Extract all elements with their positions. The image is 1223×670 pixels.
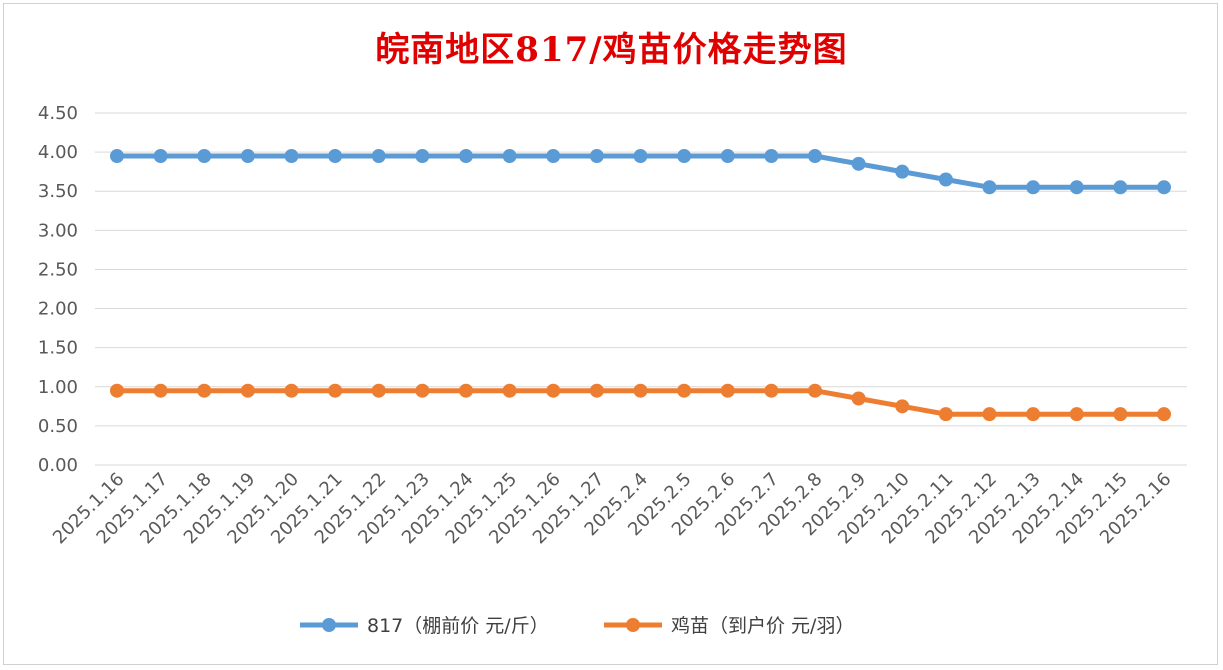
data-point (851, 391, 866, 406)
data-point (677, 383, 692, 398)
data-point (153, 149, 168, 164)
data-point (808, 383, 822, 398)
data-point (153, 383, 168, 398)
legend-label: 鸡苗（到户价 元/羽） (671, 615, 854, 637)
data-point (982, 180, 997, 195)
data-point (895, 164, 910, 179)
data-point (240, 149, 255, 164)
data-point (1113, 180, 1128, 195)
data-point (371, 383, 386, 398)
data-point (1113, 407, 1128, 422)
y-tick-label: 3.00 (38, 220, 78, 241)
data-point (982, 407, 997, 422)
data-point (938, 172, 953, 187)
data-point (633, 149, 648, 164)
data-point (589, 149, 604, 164)
data-point (197, 383, 212, 398)
y-tick-label: 0.50 (38, 416, 78, 437)
data-point (1069, 407, 1084, 422)
data-point (284, 149, 299, 164)
y-tick-label: 2.00 (38, 299, 78, 320)
data-point (589, 383, 604, 398)
data-point (720, 149, 735, 164)
data-point (764, 383, 779, 398)
data-point (502, 149, 517, 164)
data-point (851, 156, 866, 171)
data-point (415, 383, 430, 398)
data-point (764, 149, 779, 164)
legend-label: 817（棚前价 元/斤） (367, 615, 549, 637)
data-point (1069, 180, 1084, 195)
series-lines (110, 149, 1171, 422)
data-point (1026, 407, 1041, 422)
chart-title: 皖南地区817/鸡苗价格走势图 (375, 30, 848, 70)
data-point (328, 149, 343, 164)
legend-swatch-marker (322, 618, 336, 632)
data-point (546, 383, 561, 398)
data-point (110, 383, 124, 398)
legend-swatch-marker (626, 618, 640, 632)
data-point (895, 399, 910, 414)
x-axis-ticks: 2025.1.162025.1.172025.1.182025.1.192025… (49, 469, 1176, 549)
y-tick-label: 4.50 (38, 103, 78, 124)
data-point (197, 149, 212, 164)
y-axis-ticks: 0.00 0.50 1.00 1.50 2.00 2.50 3.00 3.50 4.00 4.50 (38, 103, 78, 476)
y-tick-label: 0.00 (38, 455, 78, 476)
y-tick-label: 1.50 (38, 338, 78, 359)
data-point (1157, 407, 1171, 422)
data-point (459, 149, 473, 164)
data-point (110, 149, 124, 164)
y-tick-label: 2.50 (38, 259, 78, 280)
data-point (371, 149, 386, 164)
data-point (938, 407, 953, 422)
y-tick-label: 1.00 (38, 377, 78, 398)
data-point (502, 383, 517, 398)
legend: 817（棚前价 元/斤） 鸡苗（到户价 元/羽） (300, 615, 854, 637)
data-point (1026, 180, 1041, 195)
y-tick-label: 4.00 (38, 142, 78, 163)
data-point (720, 383, 735, 398)
data-point (677, 149, 692, 164)
y-tick-label: 3.50 (38, 181, 78, 202)
data-point (328, 383, 343, 398)
data-point (633, 383, 648, 398)
data-point (284, 383, 299, 398)
data-point (459, 383, 473, 398)
data-point (240, 383, 255, 398)
data-point (1157, 180, 1171, 195)
data-point (546, 149, 561, 164)
data-point (415, 149, 430, 164)
data-point (808, 149, 822, 164)
